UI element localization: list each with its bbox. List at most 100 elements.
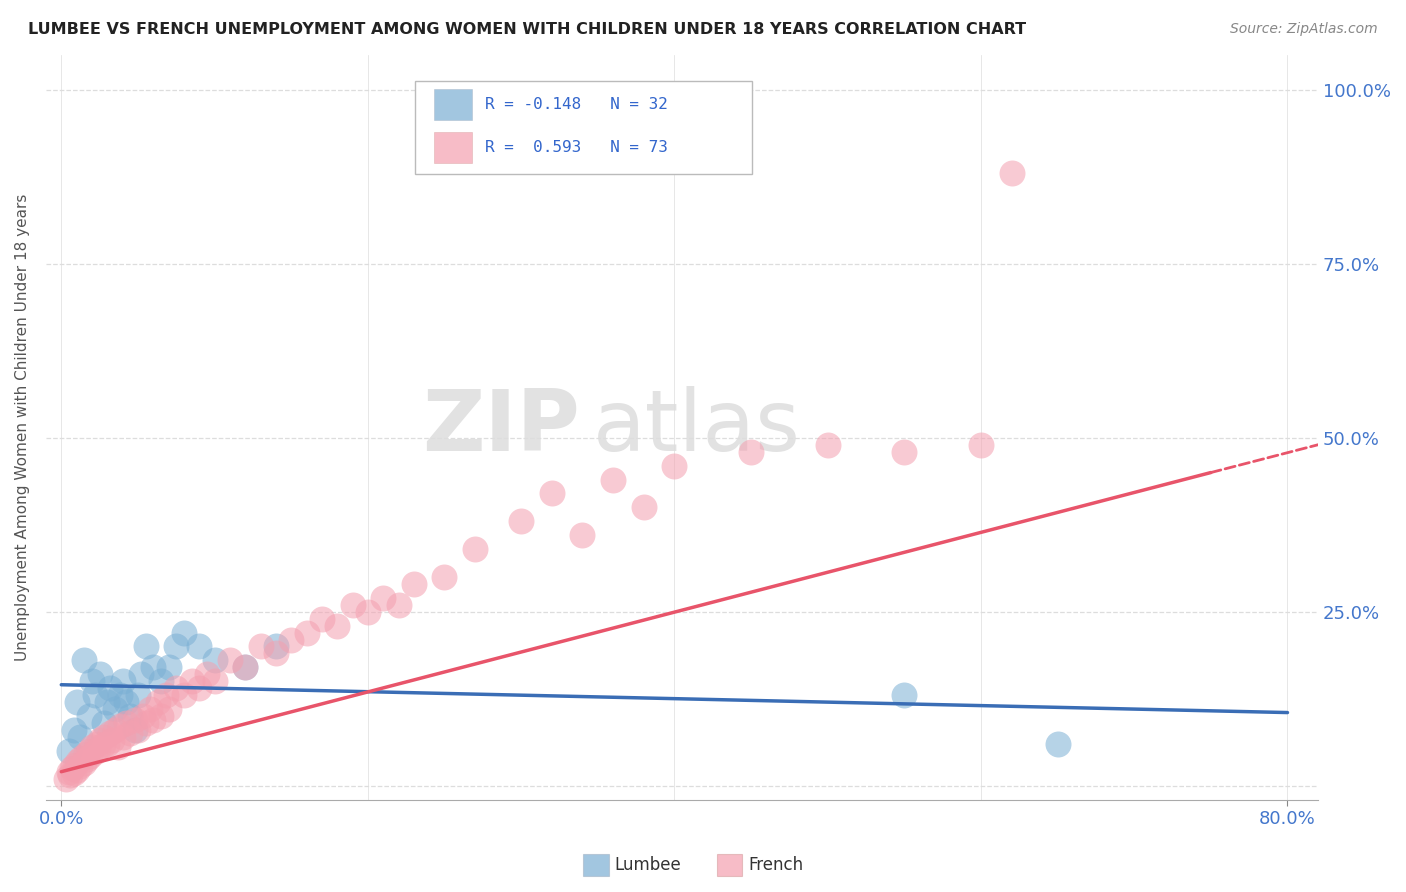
Point — [67, 754, 90, 768]
Text: LUMBEE VS FRENCH UNEMPLOYMENT AMONG WOMEN WITH CHILDREN UNDER 18 YEARS CORRELATI: LUMBEE VS FRENCH UNEMPLOYMENT AMONG WOME… — [28, 22, 1026, 37]
Point — [75, 747, 97, 762]
Point — [120, 709, 142, 723]
Point — [120, 726, 142, 740]
Point — [373, 591, 395, 605]
Point — [84, 745, 107, 759]
Point — [77, 744, 100, 758]
Point — [69, 730, 91, 744]
Point — [108, 688, 131, 702]
Point — [76, 752, 98, 766]
FancyBboxPatch shape — [415, 81, 752, 174]
Point — [817, 438, 839, 452]
Point — [326, 618, 349, 632]
Point — [80, 740, 103, 755]
Point — [135, 640, 157, 654]
Point — [893, 688, 915, 702]
Point — [79, 749, 101, 764]
Point — [155, 688, 177, 702]
Point — [139, 702, 162, 716]
Point — [93, 716, 115, 731]
Point — [114, 695, 136, 709]
Text: French: French — [748, 856, 803, 874]
Point — [70, 751, 93, 765]
Point — [60, 761, 83, 775]
Point — [165, 681, 187, 696]
Point — [970, 438, 993, 452]
Point — [311, 612, 333, 626]
Point — [510, 514, 533, 528]
Point — [77, 709, 100, 723]
Point — [58, 764, 80, 779]
Text: atlas: atlas — [593, 386, 801, 469]
Text: Lumbee: Lumbee — [614, 856, 681, 874]
Point — [233, 660, 256, 674]
Bar — [434, 89, 472, 120]
Text: ZIP: ZIP — [423, 386, 581, 469]
Point — [111, 730, 134, 744]
Point — [104, 723, 127, 737]
Point — [62, 723, 84, 737]
Point — [280, 632, 302, 647]
Point — [142, 660, 165, 674]
Point — [402, 577, 425, 591]
Point — [1000, 166, 1022, 180]
Point — [540, 486, 562, 500]
Point — [571, 528, 593, 542]
Point — [173, 688, 195, 702]
Point — [264, 647, 287, 661]
Point — [157, 660, 180, 674]
Point — [264, 640, 287, 654]
Point — [86, 737, 108, 751]
Point — [142, 713, 165, 727]
Point — [108, 719, 131, 733]
Point — [96, 695, 118, 709]
Point — [188, 681, 211, 696]
Point — [124, 723, 146, 737]
Point — [111, 674, 134, 689]
Point — [157, 702, 180, 716]
Point — [107, 740, 129, 755]
Text: Source: ZipAtlas.com: Source: ZipAtlas.com — [1230, 22, 1378, 37]
Point — [98, 726, 121, 740]
Point — [464, 542, 486, 557]
Point — [893, 444, 915, 458]
Point — [93, 730, 115, 744]
Point — [59, 768, 82, 782]
Point — [65, 695, 87, 709]
Point — [295, 625, 318, 640]
Point — [357, 605, 380, 619]
Point — [249, 640, 271, 654]
Point — [129, 667, 152, 681]
Point — [80, 674, 103, 689]
Text: R = -0.148   N = 32: R = -0.148 N = 32 — [485, 97, 668, 112]
Point — [55, 772, 77, 786]
Point — [387, 598, 409, 612]
Point — [173, 625, 195, 640]
Point — [98, 681, 121, 696]
Point — [58, 744, 80, 758]
Point — [84, 688, 107, 702]
Point — [195, 667, 218, 681]
Point — [101, 733, 124, 747]
Point — [73, 653, 96, 667]
Point — [131, 709, 153, 723]
Point — [135, 716, 157, 731]
Point — [180, 674, 202, 689]
Point — [73, 756, 96, 771]
Point — [1046, 737, 1069, 751]
Point — [69, 759, 91, 773]
Text: R =  0.593   N = 73: R = 0.593 N = 73 — [485, 140, 668, 154]
Point — [433, 570, 456, 584]
Point — [91, 738, 114, 752]
Point — [633, 500, 655, 515]
Point — [664, 458, 686, 473]
Point — [204, 653, 226, 667]
Point — [87, 742, 110, 756]
Point — [219, 653, 242, 667]
Point — [114, 716, 136, 731]
Point — [233, 660, 256, 674]
Point — [89, 667, 111, 681]
Point — [188, 640, 211, 654]
Point — [342, 598, 364, 612]
Point — [149, 709, 172, 723]
